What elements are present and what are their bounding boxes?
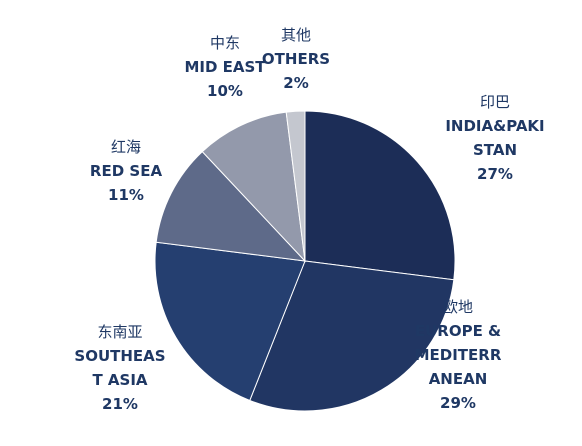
label-zh: 中东 (209, 34, 240, 52)
pie-slice (154, 241, 306, 402)
label-en: RED SEA (89, 162, 163, 180)
label-en: MID EAST (184, 58, 266, 76)
label-zh: 其他 (280, 26, 311, 44)
pie-slice (249, 260, 455, 412)
slice-label: 印巴 INDIA&PAKISTAN 27% (445, 90, 545, 186)
label-zh: 东南亚 (97, 323, 143, 341)
slice-label: 红海 RED SEA 11% (76, 135, 176, 207)
label-en: EUROPE & MEDITERRANEAN (414, 322, 502, 388)
label-zh: 红海 (110, 138, 141, 156)
label-zh: 印巴 (479, 93, 510, 111)
value-label: 27% (477, 165, 513, 183)
pie-slice (155, 150, 307, 262)
pie-slice (201, 111, 306, 263)
label-en: INDIA&PAKISTAN (445, 117, 545, 159)
slice-label: 东南亚 SOUTHEAST ASIA 21% (72, 320, 168, 416)
value-label: 21% (102, 395, 138, 413)
slice-label: 中东 MID EAST 10% (180, 31, 270, 103)
pie-slice (285, 110, 306, 262)
label-en: OTHERS (261, 50, 331, 68)
slice-label: 其他 OTHERS 2% (256, 23, 336, 95)
value-label: 2% (283, 74, 309, 92)
label-en: SOUTHEAST ASIA (74, 347, 166, 389)
slice-label: 欧地 EUROPE & MEDITERRANEAN 29% (410, 295, 506, 415)
label-zh: 欧地 (442, 298, 473, 316)
value-label: 29% (440, 394, 476, 412)
value-label: 11% (108, 186, 144, 204)
value-label: 10% (207, 82, 243, 100)
pie-slice (304, 110, 456, 281)
